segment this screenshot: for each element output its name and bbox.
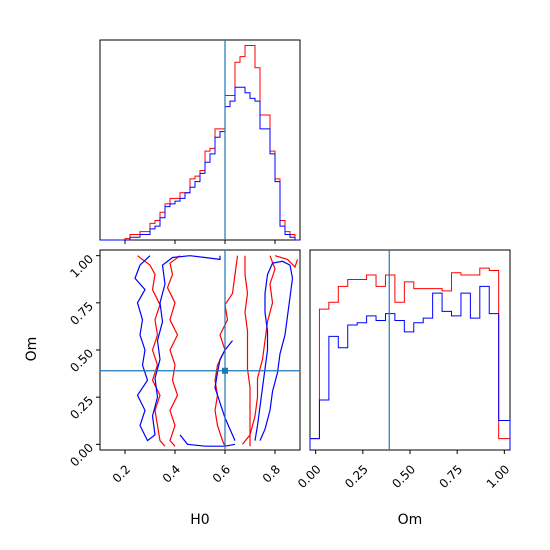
contour-line-series-0-5 [274, 255, 299, 269]
contour-line-series-0-0 [137, 255, 166, 447]
panel-contour-H0-Om: 0.2 0.4 0.6 0.8 0.00 0.25 0.50 0.75 1.00 [67, 249, 301, 486]
x-tick-label-1: 0.4 [160, 462, 183, 485]
axes-frame [309, 249, 511, 451]
contour-line-series-1-0 [134, 255, 221, 442]
histogram-step-series-1 [309, 285, 511, 450]
contour-line-series-1-1 [179, 434, 236, 447]
contour-line-series-0-3 [244, 255, 251, 447]
contour-line-series-1-2 [214, 340, 236, 441]
x-tick-label-1: 0.25 [342, 462, 371, 491]
y-tick-label-1: 0.25 [67, 393, 96, 422]
x-tick-label-4: 1.00 [484, 462, 513, 491]
y-tick-label-2: 0.50 [67, 346, 96, 375]
y-tick-label-4: 1.00 [67, 252, 96, 281]
axes-frame [99, 249, 301, 451]
histogram-step-series-1 [100, 86, 300, 241]
x-axis-label-H0: H0 [190, 512, 209, 528]
x-axis-label-Om: Om [398, 512, 423, 528]
x-tick-label-3: 0.75 [436, 462, 465, 491]
contour-line-series-0-2 [214, 255, 239, 447]
x-tick-label-2: 0.6 [210, 462, 233, 485]
x-tick-label-0: 0.00 [295, 462, 324, 491]
panel-histogram-Om: 0.00 0.25 0.50 0.75 1.00 [295, 249, 513, 491]
x-tick-label-3: 0.8 [260, 462, 283, 485]
truth-point-marker [222, 367, 228, 374]
contour-line-series-0-1 [166, 255, 181, 447]
x-tick-label-0: 0.2 [110, 462, 133, 485]
x-tick-label-2: 0.50 [389, 462, 418, 491]
y-axis-label-Om: Om [24, 337, 40, 362]
histogram-step-series-0 [309, 267, 511, 450]
contour-line-series-1-3 [254, 260, 294, 441]
panel-histogram-H0 [99, 39, 301, 244]
contour-line-series-0-4 [242, 255, 276, 445]
y-tick-label-0: 0.00 [67, 441, 96, 470]
axes-frame [99, 39, 301, 241]
y-tick-label-3: 0.75 [67, 299, 96, 328]
